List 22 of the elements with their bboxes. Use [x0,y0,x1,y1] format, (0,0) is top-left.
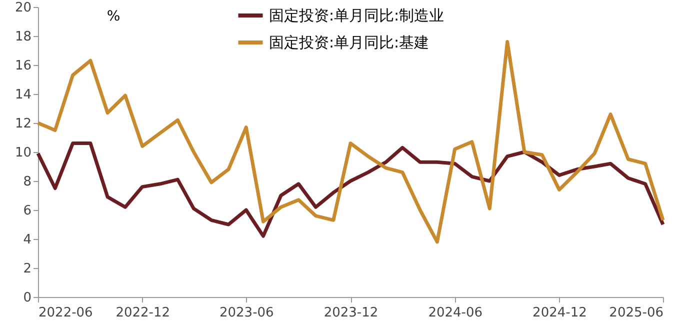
x-tick-label: 2023-12 [324,306,378,320]
x-tick-label: 2025-06 [609,306,664,320]
x-tick-label: 2022-12 [116,306,170,320]
y-tick-label: 2 [23,262,32,276]
legend-label: 固定投资:单月同比:制造业 [269,6,444,24]
y-tick-label: 4 [23,232,32,248]
y-tick-label: 12 [14,116,32,132]
x-tick-label: 2024-12 [532,306,587,320]
x-tick-label: 2023-06 [219,306,274,320]
x-tick-label: 2022-06 [38,306,93,320]
y-tick-label: 6 [23,204,32,218]
legend-label: 固定投资:单月同比:基建 [269,34,430,52]
y-tick-label: 8 [23,174,32,190]
y-tick-label: 0 [23,290,32,306]
y-tick-label: 14 [14,88,32,102]
y-tick-label: 20 [14,0,32,16]
y-tick-label: 10 [14,146,32,160]
x-tick-label: 2024-06 [428,306,483,320]
y-tick-label: 18 [14,30,32,44]
line-series [36,142,665,238]
y-tick-label: 16 [14,58,32,74]
y-axis-title: % [106,8,120,24]
